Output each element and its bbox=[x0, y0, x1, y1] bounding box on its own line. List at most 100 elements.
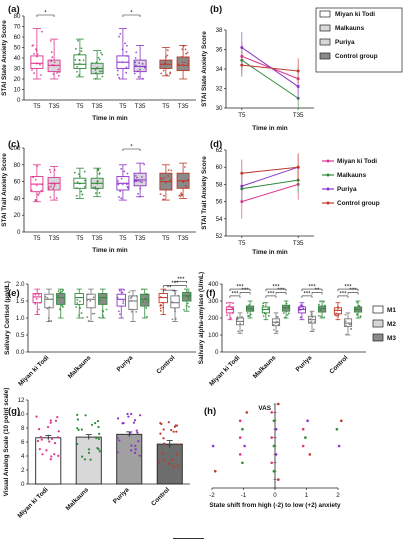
data-point bbox=[33, 72, 36, 75]
data-point bbox=[37, 428, 41, 431]
data-point bbox=[161, 178, 163, 180]
box-mean-marker: + bbox=[35, 61, 38, 67]
data-point bbox=[76, 66, 78, 68]
data-point bbox=[319, 309, 322, 311]
data-point bbox=[61, 290, 64, 293]
x-tick-label: Puriya bbox=[112, 486, 131, 505]
box-body bbox=[116, 293, 126, 307]
data-point bbox=[187, 59, 190, 62]
data-point bbox=[97, 187, 99, 190]
data-point bbox=[170, 458, 174, 461]
data-point bbox=[134, 448, 137, 451]
data-point bbox=[50, 185, 53, 188]
data-point bbox=[267, 307, 270, 310]
data-point bbox=[181, 61, 184, 64]
data-point bbox=[162, 198, 165, 201]
data-point bbox=[116, 69, 119, 72]
data-point bbox=[172, 465, 176, 468]
data-point bbox=[187, 302, 189, 305]
data-point bbox=[116, 436, 119, 440]
x-tick-label: T5 bbox=[162, 235, 170, 242]
box-mean-marker: + bbox=[78, 181, 81, 187]
data-point bbox=[96, 180, 99, 183]
data-point bbox=[57, 454, 60, 457]
data-point bbox=[32, 175, 35, 178]
series-point bbox=[240, 46, 244, 50]
data-point bbox=[159, 421, 162, 425]
data-point bbox=[80, 428, 83, 431]
data-point bbox=[76, 299, 79, 301]
data-point bbox=[231, 307, 234, 310]
box-mean-marker: + bbox=[52, 63, 55, 69]
scatter-point bbox=[301, 444, 305, 448]
data-point bbox=[59, 308, 61, 311]
data-point bbox=[130, 444, 133, 447]
data-point bbox=[118, 289, 121, 292]
data-point bbox=[135, 310, 138, 313]
data-point bbox=[345, 324, 347, 327]
scatter-point bbox=[337, 444, 341, 448]
scatter-point bbox=[274, 427, 278, 431]
y-tick-label: 100 bbox=[208, 332, 219, 339]
data-point bbox=[122, 300, 125, 303]
data-point bbox=[282, 312, 285, 314]
data-point bbox=[162, 442, 166, 445]
data-point bbox=[120, 197, 123, 200]
sig-label: *** bbox=[241, 287, 249, 294]
data-point bbox=[123, 289, 126, 291]
data-point bbox=[74, 58, 77, 61]
data-point bbox=[83, 185, 86, 188]
series-line bbox=[241, 166, 299, 187]
data-point bbox=[79, 300, 81, 303]
y-axis-title: STAI State Anxiety Score bbox=[201, 31, 208, 107]
y-tick-label: 1.0 bbox=[16, 315, 25, 322]
data-point bbox=[175, 453, 179, 456]
data-point bbox=[159, 432, 162, 435]
data-point bbox=[142, 300, 145, 303]
x-tick-label: T5 bbox=[119, 103, 127, 110]
sig-label: *** bbox=[272, 284, 280, 291]
scatter-point bbox=[277, 478, 280, 481]
data-point bbox=[77, 39, 79, 42]
box-body bbox=[128, 295, 138, 310]
box-mean-marker: + bbox=[138, 64, 141, 70]
x-tick-label: Control bbox=[155, 354, 176, 375]
data-point bbox=[126, 55, 128, 57]
data-point bbox=[80, 47, 83, 50]
data-point bbox=[162, 306, 165, 309]
y-tick-label: 54 bbox=[216, 216, 223, 223]
data-point bbox=[267, 314, 270, 317]
data-point bbox=[126, 172, 129, 175]
x-tick-label: -2 bbox=[209, 492, 215, 499]
data-point bbox=[98, 58, 101, 61]
data-point bbox=[262, 302, 265, 305]
x-tick-label: T35 bbox=[92, 103, 103, 110]
data-point bbox=[247, 315, 249, 317]
box-mean-marker: + bbox=[138, 180, 141, 186]
legend-label: Miyan ki Todi bbox=[335, 11, 375, 18]
box-mean-marker: + bbox=[164, 61, 167, 67]
box-body bbox=[98, 293, 108, 305]
data-point bbox=[164, 56, 167, 58]
box-mean-marker: + bbox=[164, 180, 167, 186]
data-point bbox=[76, 187, 78, 189]
data-point bbox=[97, 448, 100, 451]
data-point bbox=[356, 301, 359, 304]
data-point bbox=[76, 181, 79, 184]
data-point bbox=[348, 323, 351, 326]
data-point bbox=[174, 292, 177, 295]
legend-label: M2 bbox=[387, 321, 396, 328]
data-point bbox=[162, 428, 165, 431]
data-point bbox=[302, 305, 305, 308]
sig-label: *** bbox=[349, 287, 357, 294]
y-tick-label: 52 bbox=[216, 233, 223, 240]
x-tick-label: T35 bbox=[178, 235, 189, 242]
data-point bbox=[310, 320, 313, 323]
box-mean-marker: + bbox=[95, 181, 98, 187]
data-point bbox=[167, 462, 171, 465]
data-point bbox=[126, 44, 128, 47]
data-point bbox=[236, 316, 239, 318]
data-point bbox=[83, 458, 87, 461]
x-tick-label: T5 bbox=[119, 235, 127, 242]
x-tick-label: Miyan ki Todi bbox=[208, 354, 241, 387]
